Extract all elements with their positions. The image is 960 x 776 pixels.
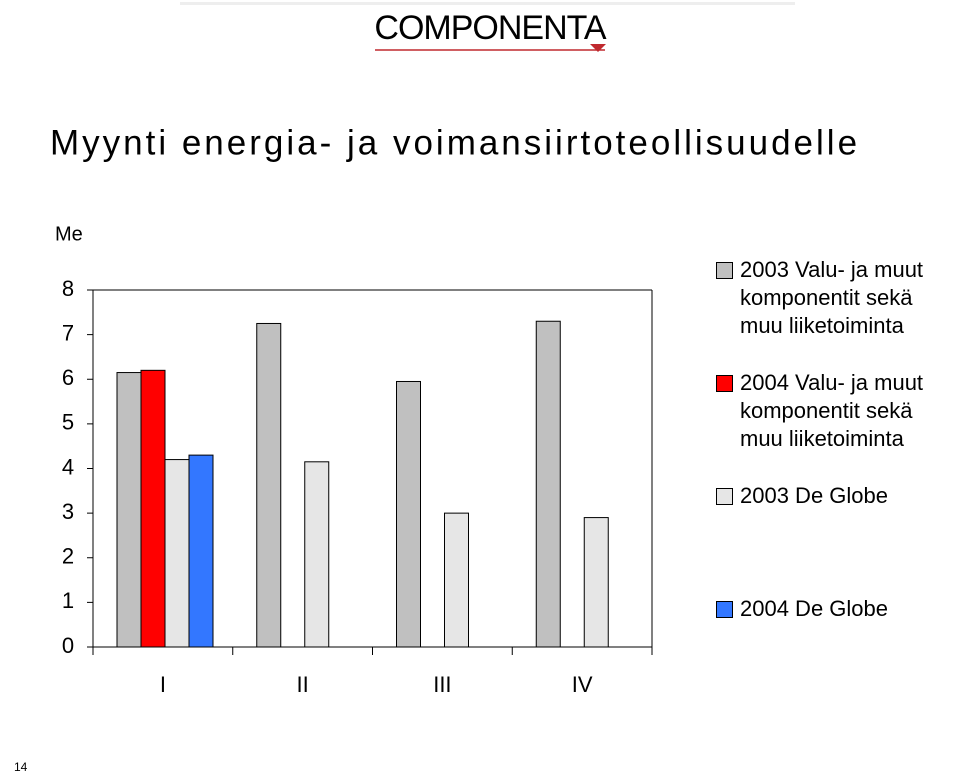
- legend-swatch: [716, 601, 733, 618]
- bar: [164, 459, 190, 648]
- bar: [116, 372, 142, 648]
- y-tick-label: 7: [62, 320, 74, 345]
- y-tick-label: 5: [62, 410, 74, 435]
- legend-label: 2003 De Globe: [740, 483, 888, 508]
- bar: [188, 454, 214, 648]
- legend-item: 2003 Valu- ja muut komponentit sekä muu …: [716, 256, 960, 340]
- legend-item: 2004 De Globe: [716, 595, 960, 623]
- bar: [396, 380, 421, 648]
- y-tick-label: 3: [62, 499, 74, 524]
- page-number: 14: [14, 760, 28, 774]
- bar: [256, 322, 282, 648]
- bar: [140, 369, 166, 648]
- x-tick-label: IV: [572, 672, 593, 697]
- legend-swatch: [716, 262, 733, 279]
- chart-title: Myynti energia- ja voimansiirtoteollisuu…: [50, 123, 860, 162]
- y-tick-label: 4: [62, 454, 74, 479]
- legend-item: 2004 Valu- ja muut komponentit sekä muu …: [716, 369, 960, 453]
- legend-item: 2003 De Globe: [716, 482, 960, 510]
- y-tick-label: 8: [62, 276, 74, 301]
- y-tick-label: 1: [62, 588, 74, 613]
- logo-mark: [590, 44, 606, 52]
- y-tick-label: 6: [62, 365, 74, 390]
- bar: [583, 517, 609, 648]
- legend-label: 2003 Valu- ja muut komponentit sekä muu …: [740, 257, 924, 338]
- legend-swatch: [716, 375, 733, 392]
- x-tick-label: II: [297, 672, 309, 697]
- legend-label: 2004 De Globe: [740, 596, 888, 621]
- bar: [444, 512, 469, 648]
- y-axis-label: Me: [55, 223, 83, 245]
- top-bar: [180, 2, 795, 5]
- y-tick-label: 2: [62, 544, 74, 569]
- logo: COMPONENTA: [374, 9, 606, 47]
- x-tick-label: I: [160, 672, 166, 697]
- bar: [304, 461, 330, 648]
- y-tick-label: 0: [62, 633, 74, 658]
- legend-label: 2004 Valu- ja muut komponentit sekä muu …: [740, 370, 924, 451]
- bar: [535, 320, 561, 648]
- legend-swatch: [716, 488, 733, 505]
- x-tick-label: III: [433, 672, 451, 697]
